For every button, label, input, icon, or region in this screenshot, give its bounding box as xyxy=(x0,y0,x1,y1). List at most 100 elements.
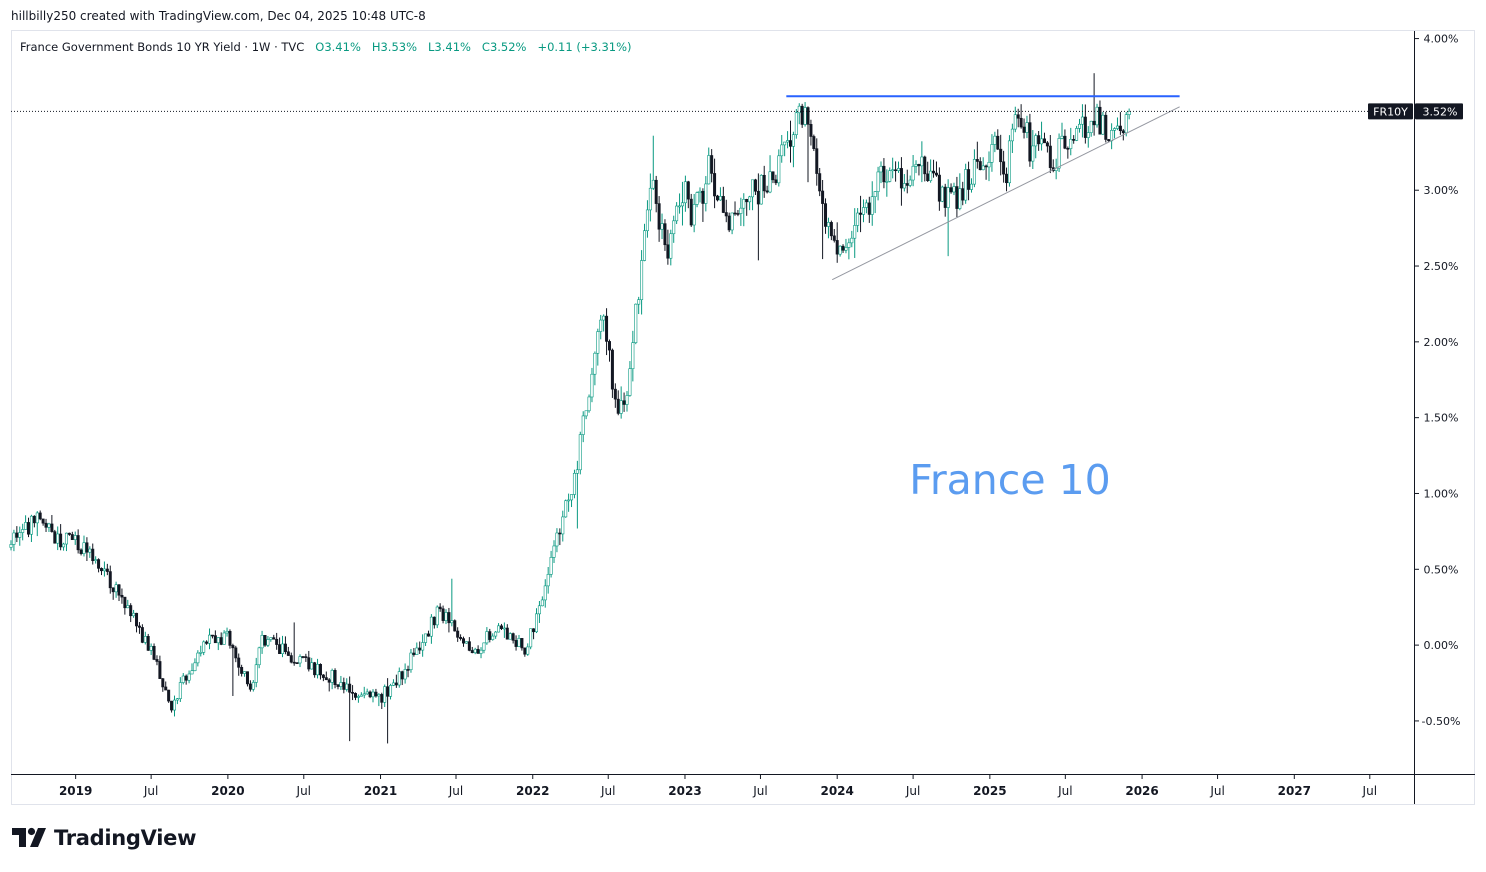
drawings-layer[interactable] xyxy=(786,95,1180,281)
candle-body xyxy=(228,630,232,646)
candle-body xyxy=(155,659,159,662)
candle-body xyxy=(184,675,188,681)
candle-body xyxy=(783,141,787,146)
candle-body xyxy=(424,633,428,643)
candle-body xyxy=(575,469,579,474)
tradingview-logo[interactable]: TradingView xyxy=(12,826,196,850)
candle-body xyxy=(637,299,641,305)
candle-body xyxy=(534,613,538,633)
candle-body xyxy=(680,202,684,207)
chart-frame xyxy=(11,30,1475,805)
candle-body xyxy=(861,207,865,215)
chart-attribution: hillbilly250 created with TradingView.co… xyxy=(11,9,426,23)
candle-body xyxy=(751,179,755,198)
candle-body xyxy=(748,196,752,203)
candle-body xyxy=(707,155,711,185)
candle-body xyxy=(488,631,492,640)
candle-body xyxy=(190,670,194,675)
candle-body xyxy=(742,199,746,209)
candle-body xyxy=(911,165,915,181)
candle-body xyxy=(940,186,944,202)
candle-body xyxy=(117,584,121,596)
candle-body xyxy=(1034,135,1038,147)
candle-body xyxy=(850,237,854,244)
price-axis[interactable]: 4.00%3.50%3.00%2.50%2.00%1.50%1.00%0.50%… xyxy=(1414,33,1460,728)
time-axis[interactable]: 2019 Jul 2020 Jul 2021 Jul 2022 Jul 2023 Jul 2024 J… xyxy=(59,775,1377,798)
candle-body xyxy=(511,633,515,641)
candle-body xyxy=(254,664,258,683)
candle-body xyxy=(476,648,480,654)
candle-body xyxy=(161,678,165,688)
price-tag-value: 3.52% xyxy=(1423,105,1458,118)
candle-body xyxy=(578,434,582,471)
candle-body xyxy=(686,181,690,200)
candle-body xyxy=(196,652,200,664)
candle-body xyxy=(1075,128,1079,141)
candle-body xyxy=(555,532,559,547)
candle-body xyxy=(1057,138,1061,169)
candle-body xyxy=(213,635,217,644)
candle-body xyxy=(330,670,334,683)
symbol-legend[interactable]: France Government Bonds 10 YR Yield · 1W… xyxy=(20,40,632,54)
candle-body xyxy=(170,700,174,711)
candle-body xyxy=(240,667,244,674)
candle-body xyxy=(251,682,255,690)
candle-body xyxy=(409,652,413,670)
candle-body xyxy=(961,188,965,201)
candle-body xyxy=(85,542,89,553)
candle-body xyxy=(281,643,285,655)
candle-body xyxy=(716,195,720,201)
candle-body xyxy=(1005,173,1009,184)
candle-body xyxy=(669,233,673,259)
x-tick-label: 2027 xyxy=(1278,784,1311,798)
candle-body xyxy=(467,641,471,651)
candle-body xyxy=(791,134,795,147)
candle-body xyxy=(464,641,468,644)
x-tick-label: Jul xyxy=(1209,784,1224,798)
candle-body xyxy=(914,164,918,167)
candle-body xyxy=(342,682,346,690)
x-tick-label: 2026 xyxy=(1125,784,1158,798)
candle-body xyxy=(1072,138,1076,141)
candle-body xyxy=(672,220,676,235)
candle-body xyxy=(494,631,498,637)
candle-body xyxy=(701,190,705,204)
x-tick-label: 2024 xyxy=(820,784,853,798)
candle-body xyxy=(292,661,296,664)
candle-body xyxy=(838,245,842,255)
candle-body xyxy=(835,240,839,255)
candle-body xyxy=(1080,116,1084,125)
candle-body xyxy=(245,671,249,685)
y-tick-label: 0.00% xyxy=(1424,639,1459,652)
candle-body xyxy=(266,639,270,646)
candle-body xyxy=(613,388,617,400)
x-tick-label: 2020 xyxy=(211,784,244,798)
candle-body xyxy=(882,165,886,183)
candle-body xyxy=(1037,135,1041,145)
candle-body xyxy=(1098,106,1102,135)
candle-body xyxy=(97,559,101,569)
candle-body xyxy=(1063,135,1067,149)
candle-body xyxy=(1078,123,1082,129)
candle-body xyxy=(628,368,632,396)
candle-body xyxy=(537,605,541,615)
candle-body xyxy=(94,559,98,562)
candle-body xyxy=(841,245,845,251)
support-trendline[interactable] xyxy=(831,106,1180,281)
candle-body xyxy=(429,616,433,637)
candle-body xyxy=(88,548,92,553)
x-tick-label: Jul xyxy=(1057,784,1072,798)
candle-body xyxy=(1045,142,1049,147)
candle-body xyxy=(713,173,717,197)
candle-body xyxy=(278,644,282,655)
candle-body xyxy=(596,331,600,354)
candle-body xyxy=(894,169,898,172)
candle-body xyxy=(905,183,909,186)
france-10-annotation[interactable]: France 10 xyxy=(909,456,1111,504)
candle-body xyxy=(745,199,749,203)
candle-body xyxy=(29,515,33,535)
candle-body xyxy=(867,202,871,215)
candle-body xyxy=(610,349,614,390)
candle-body xyxy=(721,196,725,213)
